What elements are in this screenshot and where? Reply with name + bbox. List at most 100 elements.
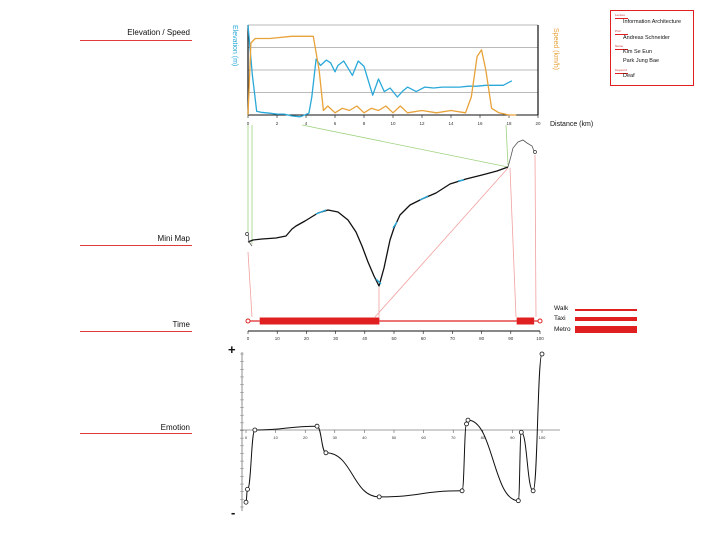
time-tick-label: 90 <box>508 336 514 341</box>
time-segment-metro <box>516 317 535 325</box>
emotion-x-tick-label: 90 <box>510 435 515 440</box>
emotion-point <box>245 486 250 492</box>
info-rule <box>615 34 628 35</box>
emotion-x-tick-label: 100 <box>539 435 546 440</box>
time-tick-label: 40 <box>362 336 368 341</box>
section-rule <box>80 433 192 434</box>
route-start-marker <box>245 232 249 236</box>
time-end-marker <box>537 318 543 324</box>
section-label-elevation-speed: Elevation / Speed <box>127 28 190 37</box>
section-label-time: Time <box>172 320 190 329</box>
info-key: Name <box>615 44 624 48</box>
legend-label-walk: Walk <box>554 305 569 312</box>
route-end-marker <box>533 150 537 154</box>
legend-swatch-metro <box>575 326 637 333</box>
connector-line <box>247 251 253 318</box>
info-rule <box>615 18 628 19</box>
x-tick-label: 14 <box>448 121 454 126</box>
elevation-speed-chart: 0 2 4 6 8 10 12 14 16 18 20 <box>247 24 541 126</box>
time-tick-label: 80 <box>479 336 485 341</box>
emotion-point <box>459 488 465 494</box>
emotion-x-tick-label: 50 <box>392 435 397 440</box>
emotion-x-tick-label: 70 <box>451 435 456 440</box>
emotion-point <box>530 488 536 494</box>
info-rule <box>615 49 628 50</box>
x-tick-label: 18 <box>506 121 512 126</box>
emotion-point <box>243 499 249 505</box>
time-tick-label: 10 <box>275 336 281 341</box>
time-chart: 0 10 20 30 40 50 60 70 80 90 100 <box>245 317 544 341</box>
connector-line <box>509 167 517 318</box>
section-label-mini-map: Mini Map <box>157 234 190 243</box>
time-tick-label: 100 <box>536 336 544 341</box>
time-tick-label: 0 <box>247 336 250 341</box>
info-key: Keyword <box>615 68 627 72</box>
x-tick-label: 12 <box>419 121 425 126</box>
info-value: Park Jung Bae <box>623 58 660 64</box>
x-tick-label: 0 <box>247 121 250 126</box>
section-label-emotion: Emotion <box>160 423 190 432</box>
x-tick-label: 10 <box>390 121 396 126</box>
info-key: Prof. <box>615 29 622 33</box>
route-highlight <box>419 195 429 201</box>
time-tick-label: 20 <box>304 336 310 341</box>
emotion-x-tick-label: 10 <box>273 435 278 440</box>
x-tick-label: 2 <box>276 121 279 126</box>
emotion-point <box>539 351 545 357</box>
route-end-path <box>507 139 535 168</box>
time-tick-label: 60 <box>421 336 427 341</box>
legend-label-taxi: Taxi <box>554 315 566 322</box>
emotion-minus-label: - <box>231 505 236 520</box>
info-value: Deaf <box>623 73 635 79</box>
info-value: Information Architecture <box>623 19 682 25</box>
emotion-point <box>515 498 521 504</box>
legend-swatch-taxi <box>575 317 637 321</box>
time-tick-label: 30 <box>333 336 339 341</box>
route-highlight <box>315 209 327 215</box>
distance-axis-label: Distance (km) <box>550 121 594 128</box>
route-path <box>247 166 509 287</box>
info-value: Kim Se Eun <box>623 49 653 55</box>
emotion-x-tick-label: 30 <box>333 435 338 440</box>
info-value: Andreas Schneider <box>623 35 670 41</box>
time-start-marker <box>245 318 251 324</box>
emotion-point <box>252 427 258 433</box>
emotion-point <box>323 450 329 456</box>
speed-series-line <box>247 35 517 116</box>
info-rule <box>615 73 628 74</box>
time-tick-label: 50 <box>391 336 397 341</box>
emotion-point <box>465 417 471 423</box>
emotion-chart: 0 10 20 30 40 50 60 70 80 90 100 <box>240 351 560 511</box>
project-info-box: Lecture Information Architecture Prof. A… <box>610 10 694 86</box>
x-tick-label: 4 <box>305 121 308 126</box>
emotion-x-tick-label: 40 <box>362 435 367 440</box>
connector-line <box>374 167 509 318</box>
mini-map <box>245 139 537 287</box>
emotion-x-tick-label: 60 <box>421 435 426 440</box>
connector-line <box>534 154 537 318</box>
route-start-path <box>247 233 253 247</box>
route-highlight <box>457 179 465 182</box>
emotion-point <box>314 423 320 429</box>
emotion-point <box>464 421 469 427</box>
x-tick-label: 16 <box>477 121 483 126</box>
time-segment-metro <box>259 317 380 325</box>
route-highlight <box>375 278 382 285</box>
connector-lines <box>247 124 537 318</box>
legend-label-metro: Metro <box>554 326 571 333</box>
emotion-x-tick-label: 20 <box>303 435 308 440</box>
section-rule <box>80 245 192 246</box>
connector-line <box>301 124 509 168</box>
section-rule <box>80 40 192 41</box>
emotion-point <box>376 494 382 500</box>
x-tick-label: 8 <box>363 121 366 126</box>
emotion-line <box>245 353 543 503</box>
connector-line <box>505 124 509 166</box>
route-highlight <box>392 221 398 229</box>
time-tick-label: 70 <box>450 336 456 341</box>
emotion-x-tick-label: 80 <box>481 435 486 440</box>
info-key: Lecture <box>615 13 626 17</box>
legend-swatch-walk <box>575 309 637 311</box>
elevation-series-line <box>247 24 513 118</box>
